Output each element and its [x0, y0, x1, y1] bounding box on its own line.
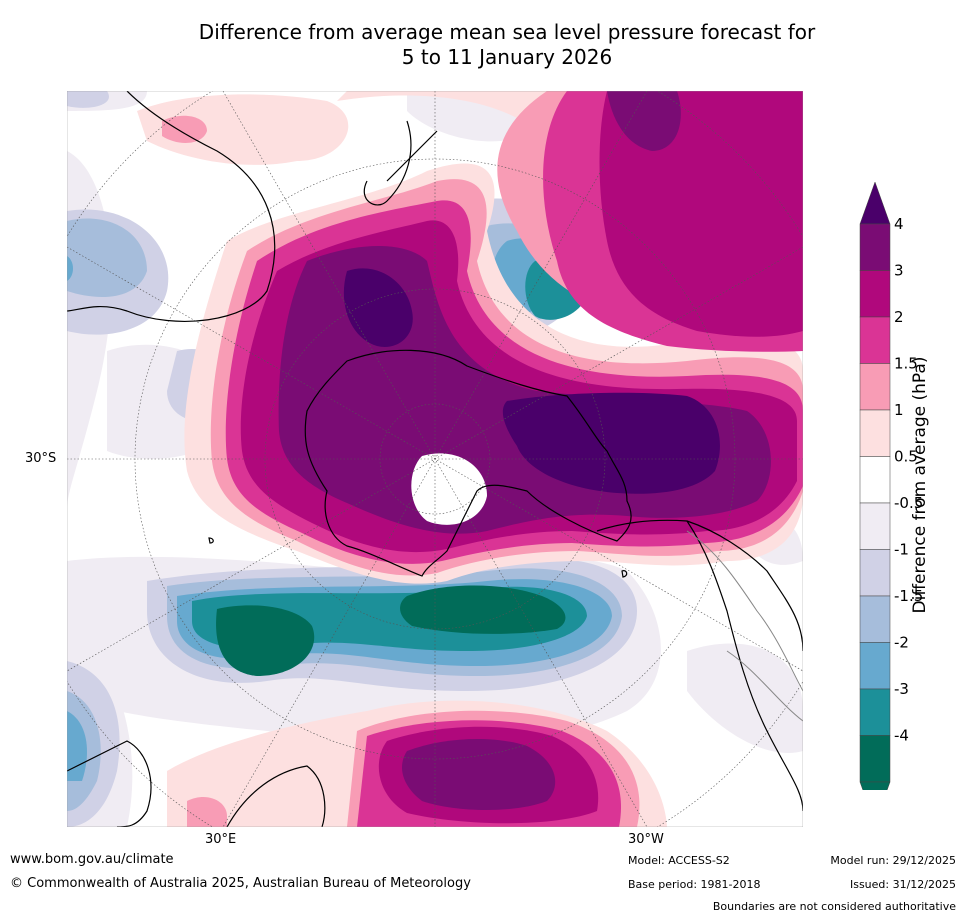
colorbar-tick-label: -2	[894, 634, 909, 652]
colorbar-tick-label: -4	[894, 727, 909, 745]
chart-title: Difference from average mean sea level p…	[0, 20, 965, 70]
title-line-2: 5 to 11 January 2026	[401, 45, 613, 69]
anomaly-pos4-region	[343, 268, 720, 494]
colorbar-tick-label: 1.5	[894, 355, 918, 373]
colorbar-tick-label: 4	[894, 215, 904, 233]
lon-label-30w: 30°W	[628, 832, 664, 847]
colorbar-swatch	[859, 688, 891, 736]
boundary-disclaimer: Boundaries are not considered authoritat…	[712, 900, 956, 913]
colorbar-tick-label: -1.5	[894, 587, 923, 605]
copyright-text: © Commonwealth of Australia 2025, Austra…	[10, 876, 471, 891]
colorbar-under-arrow	[859, 781, 891, 790]
colorbar-ticks: 4 3 2 1.5 1 0.5 -0.5 -1 -1.5 -2 -3 -4	[894, 215, 923, 745]
colorbar-swatch	[859, 735, 891, 783]
colorbar-swatch	[859, 316, 891, 364]
colorbar-tick-label: -3	[894, 680, 909, 698]
colorbar-swatch	[859, 642, 891, 690]
country-borders	[686, 530, 803, 722]
model-name: Model: ACCESS-S2	[628, 854, 730, 867]
colorbar-title: Difference from average (hPa)	[910, 356, 930, 614]
colorbar-swatch	[859, 363, 891, 411]
colorbar-swatch	[859, 595, 891, 643]
website-link[interactable]: www.bom.gov.au/climate	[10, 852, 174, 867]
colorbar-tick-label: 2	[894, 308, 904, 326]
anomaly-neg4-region	[216, 585, 566, 676]
lat-label-30s: 30°S	[25, 451, 57, 466]
coastlines	[67, 91, 803, 827]
colorbar-tick-label: 3	[894, 262, 904, 280]
colorbar-swatch	[859, 223, 891, 271]
model-run-date: Model run: 29/12/2025	[830, 854, 956, 867]
colorbar-tick-label: -0.5	[894, 494, 923, 512]
graticule	[67, 91, 803, 827]
colorbar-swatch	[859, 409, 891, 457]
colorbar-tick-label: 0.5	[894, 448, 918, 466]
issued-date: Issued: 31/12/2025	[849, 878, 956, 891]
map-panel[interactable]	[67, 91, 803, 827]
title-line-1: Difference from average mean sea level p…	[198, 20, 816, 44]
colorbar-swatch	[859, 456, 891, 504]
anomaly-near-zero-region	[411, 453, 487, 525]
colorbar-swatch	[859, 549, 891, 597]
lon-label-30e: 30°E	[205, 832, 237, 847]
colorbar-tick-label: -1	[894, 541, 909, 559]
colorbar: 4 3 2 1.5 1 0.5 -0.5 -1 -1.5 -2 -3 -4	[859, 181, 923, 790]
colorbar-over-arrow	[859, 181, 891, 225]
colorbar-swatch	[859, 502, 891, 550]
colorbar-swatch	[859, 270, 891, 318]
colorbar-tick-label: 1	[894, 401, 904, 419]
base-period: Base period: 1981-2018	[628, 878, 761, 891]
colorbar-swatches	[859, 181, 891, 790]
